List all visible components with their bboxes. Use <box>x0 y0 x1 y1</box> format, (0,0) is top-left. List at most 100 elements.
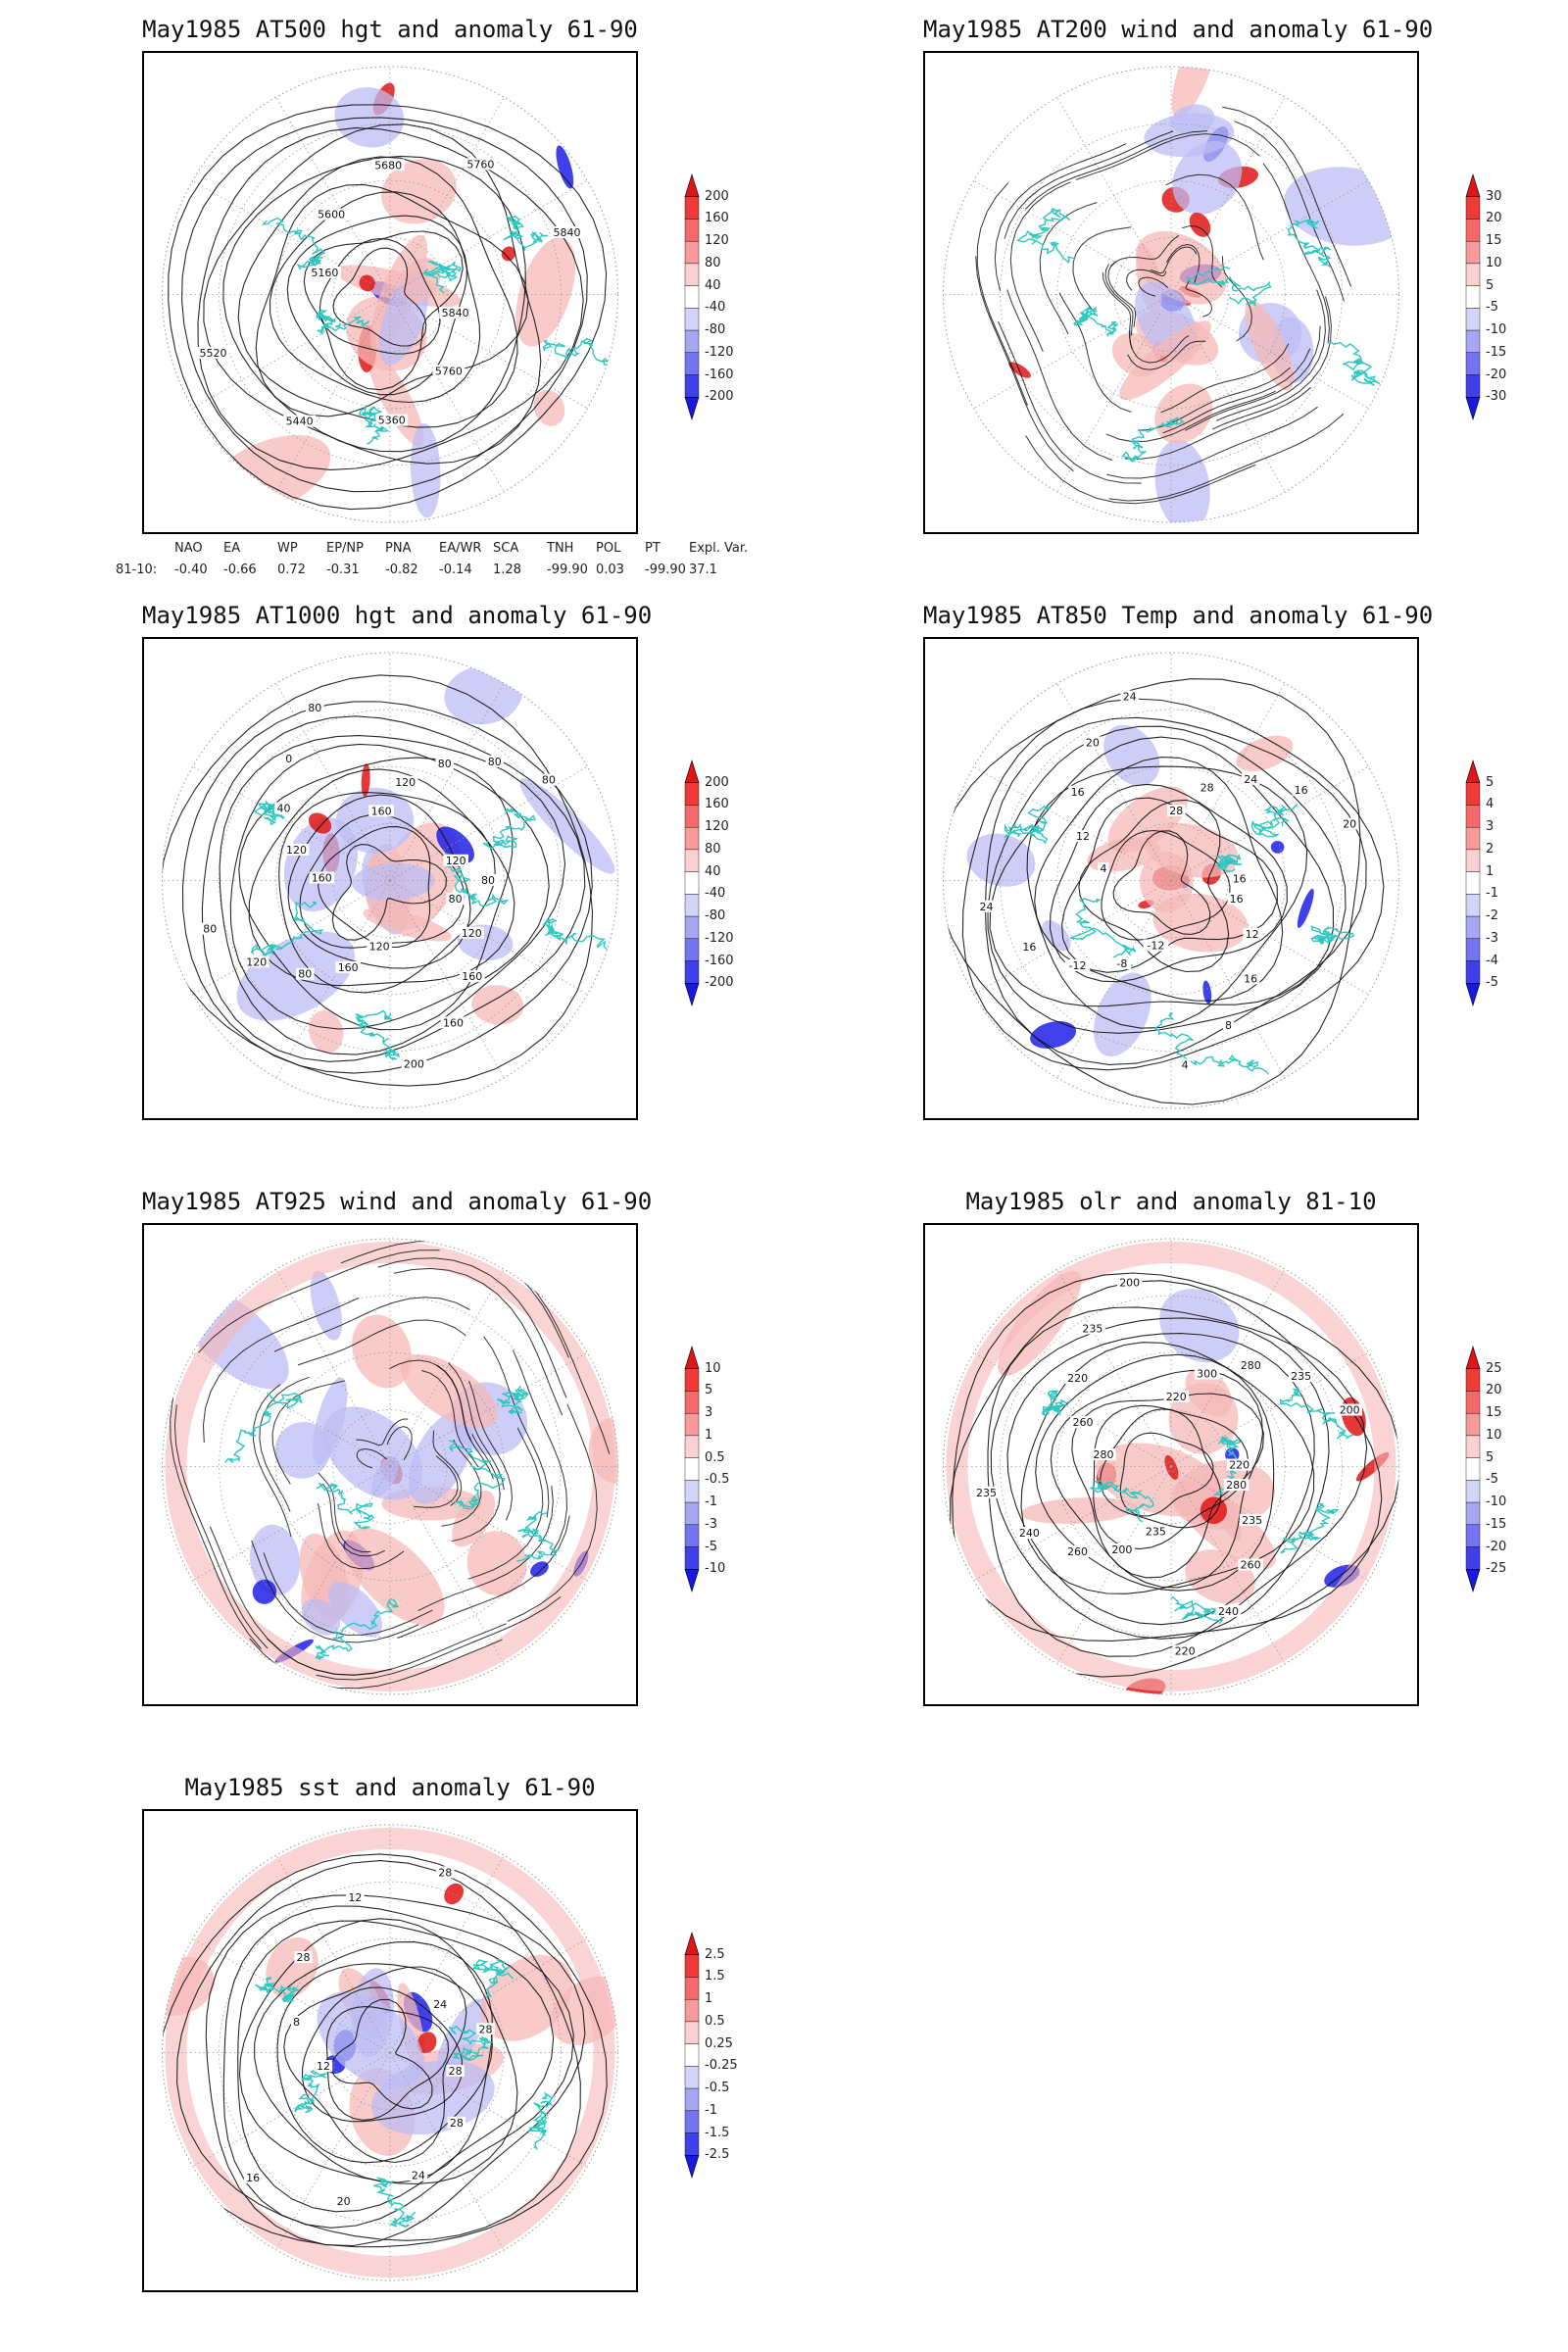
streamline <box>1107 261 1137 327</box>
colorbar-segment <box>684 219 700 242</box>
colorbar-tick-label: -160 <box>705 367 734 382</box>
colorbar-bottom-arrow <box>684 396 700 421</box>
colorbar-segment <box>684 894 700 917</box>
colorbar-tick-label: 1 <box>705 1427 713 1443</box>
contour-label-bg <box>1016 1527 1043 1539</box>
contour-label-bg <box>294 1951 313 1963</box>
colorbar-tick-label: -40 <box>705 300 726 316</box>
contour-label-bg <box>314 2060 333 2072</box>
meridian-line <box>1170 880 1369 996</box>
coastline <box>261 217 326 270</box>
contour-line <box>1026 765 1308 1029</box>
index-header: EA <box>223 541 241 556</box>
streamline <box>1025 130 1208 210</box>
streamline <box>1150 246 1198 274</box>
colorbar-segment <box>1465 915 1481 940</box>
contour-label: 260 <box>1241 1558 1261 1571</box>
contour-label-bg <box>485 755 504 767</box>
streamline <box>435 1364 494 1480</box>
colorbar-top-arrow <box>684 1345 700 1370</box>
colorbar-tick-label: -120 <box>705 930 734 946</box>
coastline <box>1280 1386 1354 1440</box>
meridian-line <box>1170 880 1286 1079</box>
colorbar-tick-label: 0.25 <box>705 2035 733 2051</box>
coastline <box>448 2025 493 2061</box>
anomaly-shading <box>310 1270 343 1341</box>
colorbar-tick-label: 2.5 <box>705 1946 725 1962</box>
colorbar-top-arrow <box>684 1931 700 1956</box>
streamline <box>252 1384 292 1538</box>
contour-line <box>162 674 594 1087</box>
streamline <box>1106 406 1318 479</box>
map-frame-p1: 5840 5760 5360 5440 5520 5160 5600 5680 5760 5840 <box>142 51 638 534</box>
colorbar-segment <box>684 938 700 961</box>
contour-line <box>950 1280 1383 1642</box>
meridian-line <box>389 1268 505 1467</box>
contour-label-bg <box>244 956 270 968</box>
contour-line <box>989 736 1335 1007</box>
anomaly-shading <box>308 812 332 834</box>
colorbar-tick-label: -3 <box>705 1516 717 1532</box>
panel-title-p5: May1985 AT925 wind and anomaly 61-90 <box>142 1188 653 1215</box>
contour-label-bg <box>1163 1390 1190 1402</box>
index-header: Expl. Var. <box>689 541 749 556</box>
contour-label-bg <box>435 757 454 769</box>
map-plot-area <box>162 653 618 1108</box>
contour-label-bg <box>1172 1644 1198 1657</box>
contour-line <box>299 813 466 949</box>
anomaly-shading <box>313 1377 348 1465</box>
contour-line <box>332 247 427 347</box>
colorbar-segment <box>1465 1412 1481 1437</box>
colorbar-tick-label: 5 <box>1486 277 1494 293</box>
streamline <box>1039 202 1098 335</box>
contour-line <box>325 2006 450 2121</box>
contour-line <box>203 123 542 465</box>
anomaly-shading <box>480 1954 573 2041</box>
map-plot-area <box>162 1825 618 2280</box>
meridian-line <box>275 880 391 1079</box>
colorbar-segment <box>1465 1435 1481 1458</box>
streamline <box>1127 340 1206 370</box>
contour-label: 20 <box>1343 818 1356 831</box>
colorbar-segment <box>684 849 700 872</box>
colorbar-segment <box>684 2021 700 2044</box>
panel-title-p4: May1985 AT850 Temp and anomaly 61-90 <box>923 602 1434 629</box>
map-frame-p5 <box>142 1223 638 1706</box>
meridian-line <box>389 179 588 295</box>
colorbar-segment <box>684 1412 700 1437</box>
contour-label: 80 <box>438 758 452 770</box>
contour-line <box>162 1853 608 2248</box>
colorbar-segment <box>684 285 700 309</box>
latitude-circle <box>1113 236 1229 352</box>
latitude-circle <box>275 765 505 996</box>
contour-label: 16 <box>1022 941 1036 954</box>
streamline <box>318 1472 371 1553</box>
index-value-row: 81-10: -0.40 -0.66 0.72 -0.31 -0.82 -0.14 1.28 -… <box>116 563 723 580</box>
contour-line <box>1006 1333 1315 1626</box>
hemisphere-boundary <box>943 66 1399 523</box>
streamline <box>1185 280 1213 318</box>
meridian-line <box>973 1466 1172 1582</box>
coastline <box>315 1597 399 1661</box>
meridian-line <box>1056 96 1172 295</box>
hemisphere-boundary <box>162 652 618 1109</box>
colorbar-tick-label: -1 <box>705 1494 717 1510</box>
colorbar-p6: 25 20 15 10 5 -5 -10 -15 -20 -25 <box>1458 1339 1568 1623</box>
contour-label: 300 <box>1197 1368 1217 1381</box>
colorbar-tick-label: -0.5 <box>705 2081 730 2096</box>
contour-line <box>168 104 608 511</box>
coastline <box>1212 1436 1243 1496</box>
contour-label: 5440 <box>286 416 314 428</box>
map-plot-area <box>162 1239 618 1694</box>
meridian-line <box>192 880 391 996</box>
index-value: -0.40 <box>174 563 208 577</box>
index-value: 0.72 <box>277 563 306 577</box>
colorbar-tick-label: 20 <box>1486 211 1502 226</box>
colorbar-top-arrow <box>1465 1345 1481 1370</box>
anomaly-shading <box>351 862 435 901</box>
colorbar-graphic <box>684 759 700 1007</box>
coastline <box>448 1440 506 1510</box>
contour-label: 28 <box>297 1951 311 1964</box>
index-value: 37.1 <box>689 563 717 577</box>
streamline <box>198 1250 440 1353</box>
